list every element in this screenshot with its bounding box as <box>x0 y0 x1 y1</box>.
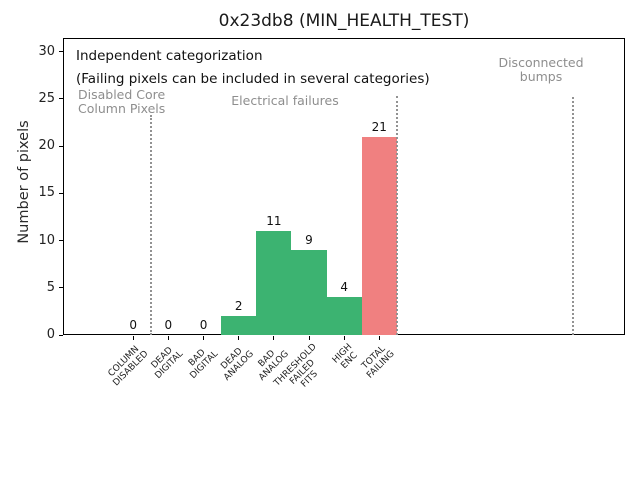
bar-value-label: 2 <box>234 299 243 314</box>
y-tick-label: 30 <box>38 43 55 59</box>
bar <box>291 249 327 335</box>
bar-value-label: 0 <box>129 318 137 332</box>
bar <box>326 297 362 335</box>
annotation-independent-categorization: Independent categorization <box>76 48 263 64</box>
region-label-disconnected-bumps: Disconnected bumps <box>498 55 584 84</box>
x-tick-mark <box>378 336 380 340</box>
y-tick-label: 25 <box>38 90 55 106</box>
category-divider-line <box>395 96 398 335</box>
x-tick-label: DEAD ANALOG <box>219 346 256 383</box>
y-tick-mark <box>59 192 63 194</box>
y-tick-label: 10 <box>38 232 55 248</box>
bar-value-label: 0 <box>164 318 173 332</box>
bar-value-label: 21 <box>371 119 387 134</box>
plot-area <box>63 38 625 335</box>
bar-value-label: 0 <box>199 318 208 332</box>
bar-value-label: 11 <box>266 214 282 229</box>
y-tick-mark <box>59 334 63 336</box>
y-tick-mark <box>59 145 63 147</box>
x-tick-label: DEAD DIGITAL <box>149 345 186 382</box>
bar-value-label: 4 <box>340 280 348 295</box>
region-label-disabled-core-column-pixels: Disabled Core Column Pixels <box>78 87 166 116</box>
x-tick-label: COLUMN DISABLED <box>106 344 151 389</box>
x-tick-label: BAD DIGITAL <box>187 347 221 382</box>
category-divider-line <box>149 115 152 335</box>
bar <box>256 231 292 335</box>
x-tick-label: TOTAL FAILING <box>360 344 397 381</box>
y-tick-label: 0 <box>46 327 55 342</box>
x-tick-mark <box>203 336 205 340</box>
x-tick-mark <box>132 336 134 340</box>
category-divider-line <box>571 97 574 335</box>
bar <box>361 136 397 335</box>
y-tick-mark <box>59 98 63 100</box>
x-tick-mark <box>273 336 275 340</box>
y-tick-label: 15 <box>38 185 55 201</box>
y-tick-mark <box>59 240 63 241</box>
x-tick-mark <box>238 336 240 340</box>
y-tick-label: 5 <box>46 279 55 295</box>
x-tick-mark <box>343 336 345 340</box>
bar <box>221 316 257 335</box>
x-tick-label: HIGH ENC <box>330 342 360 372</box>
region-label-electrical-failures: Electrical failures <box>231 93 339 108</box>
annotation-failing-note: (Failing pixels can be included in sever… <box>76 71 430 87</box>
y-tick-label: 20 <box>38 138 55 153</box>
bar-value-label: 9 <box>305 232 313 247</box>
y-tick-mark <box>59 51 63 52</box>
x-tick-mark <box>308 336 310 340</box>
chart-title: 0x23db8 (MIN_HEALTH_TEST) <box>218 11 470 31</box>
x-tick-mark <box>167 336 169 340</box>
y-tick-mark <box>59 287 63 289</box>
